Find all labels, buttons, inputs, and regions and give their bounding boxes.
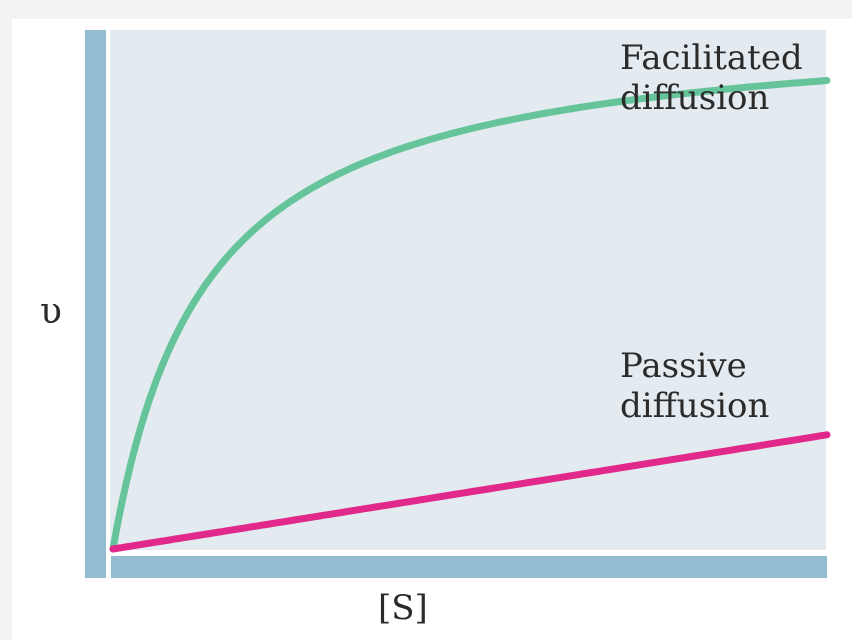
x-axis-bar-left <box>85 556 106 578</box>
series-label-facilitated-line2: diffusion <box>620 78 770 118</box>
series-label-passive-line2: diffusion <box>620 386 770 426</box>
plot-area <box>110 30 826 550</box>
y-axis-label: υ <box>40 291 62 332</box>
passive-diffusion-line <box>109 431 831 553</box>
series-label-passive: Passive diffusion <box>620 346 769 426</box>
x-axis-label: [S] <box>378 588 428 628</box>
x-axis-bar <box>111 556 827 578</box>
y-axis-bar <box>85 30 106 578</box>
series-label-facilitated-line1: Facilitated <box>620 38 803 78</box>
facilitated-diffusion-line <box>109 77 831 553</box>
series-label-facilitated: Facilitated diffusion <box>620 38 803 118</box>
series-label-passive-line1: Passive <box>620 346 747 386</box>
